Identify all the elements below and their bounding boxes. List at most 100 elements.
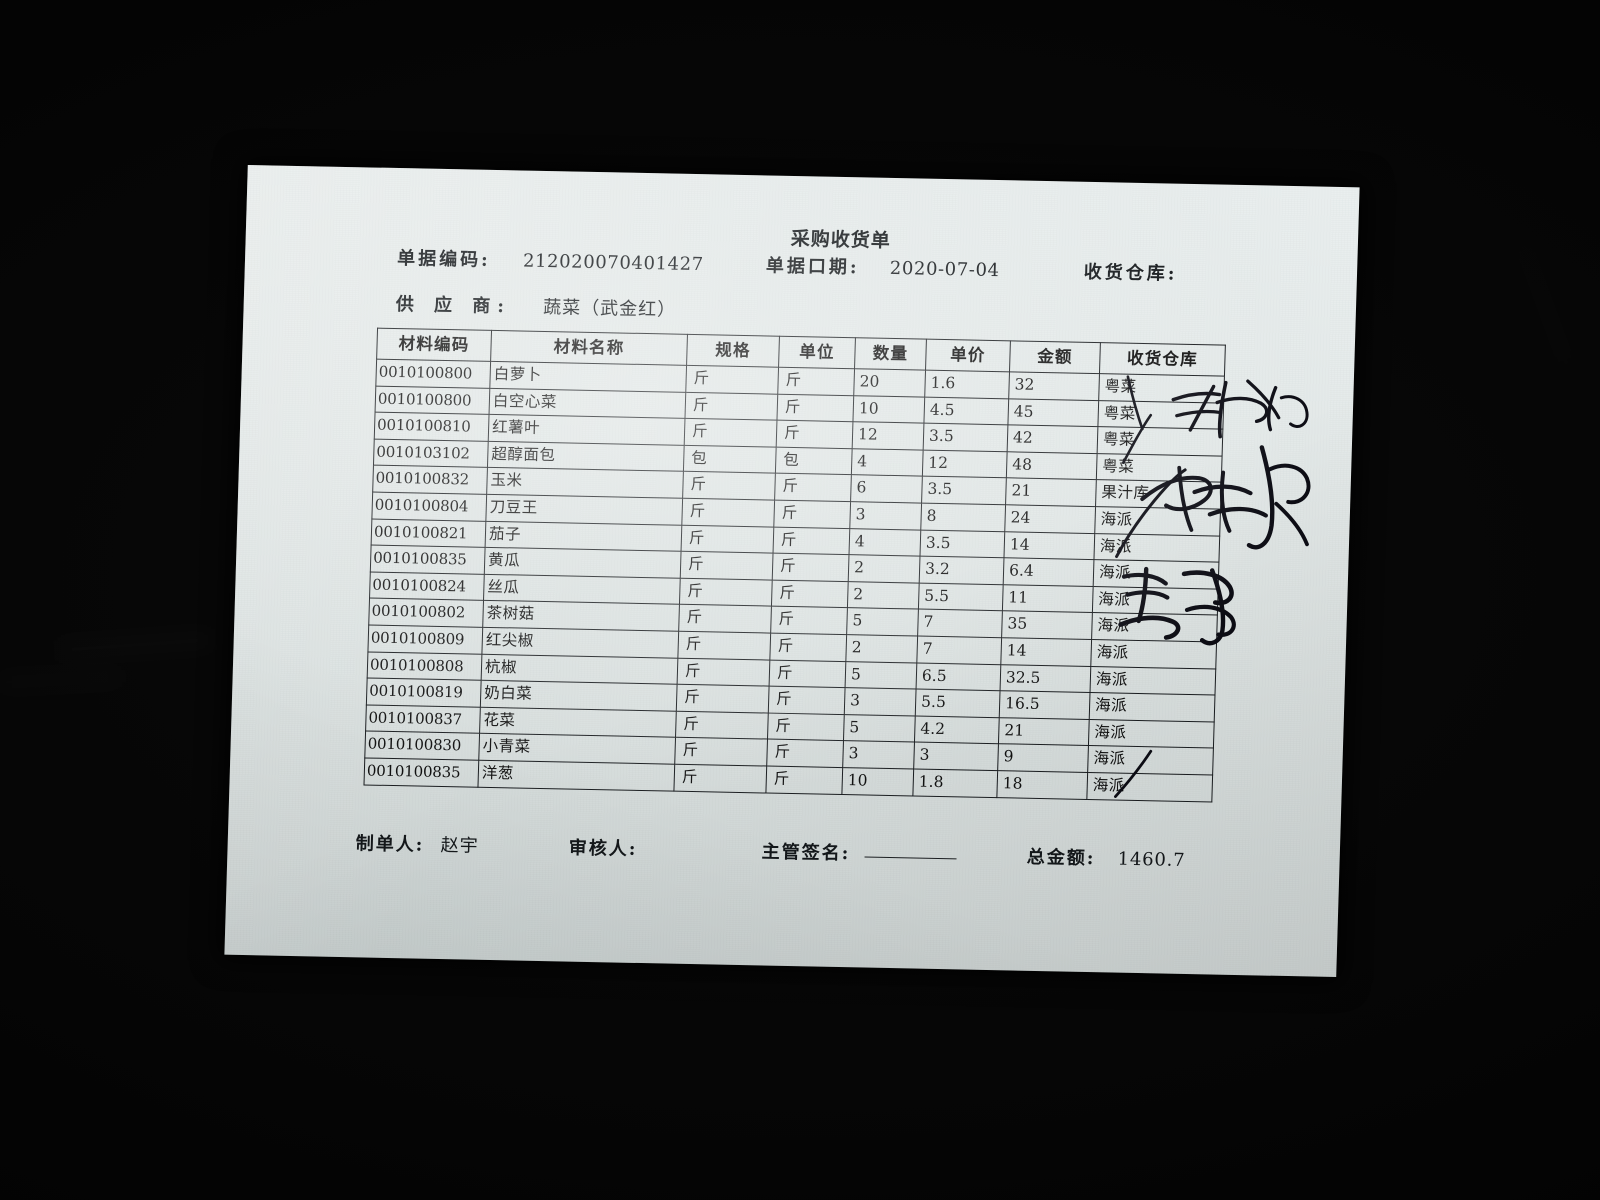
col-header-warehouse: 收货仓库 xyxy=(1099,342,1226,377)
cell-warehouse: 海派 xyxy=(1094,506,1221,536)
maker-label: 制单人: xyxy=(355,833,425,856)
cell-quantity: 5 xyxy=(845,661,917,690)
cell-unit: 斤 xyxy=(768,686,846,715)
cell-unit: 斤 xyxy=(771,579,849,608)
cell-unit-price: 12 xyxy=(922,449,1008,479)
cell-material-code: 0010100824 xyxy=(369,571,485,601)
cell-unit: 包 xyxy=(775,446,853,476)
cell-unit: 斤 xyxy=(767,712,845,741)
cell-spec: 斤 xyxy=(675,710,769,740)
cell-quantity: 6 xyxy=(850,475,923,504)
cell-spec: 包 xyxy=(683,445,777,474)
cell-quantity: 2 xyxy=(845,634,918,663)
cell-material-name: 黄瓜 xyxy=(484,547,682,579)
cell-unit: 斤 xyxy=(769,633,847,662)
cell-material-name: 白空心菜 xyxy=(489,387,686,419)
cell-amount: 16.5 xyxy=(999,690,1091,720)
cell-warehouse: 海派 xyxy=(1093,533,1220,563)
supplier-value: 蔬菜（武金红） xyxy=(542,296,677,321)
cell-material-code: 0010103102 xyxy=(373,438,489,468)
cell-unit: 斤 xyxy=(776,393,854,422)
col-header-unit-price: 单价 xyxy=(925,339,1011,372)
cell-quantity: 10 xyxy=(852,395,925,424)
cell-warehouse: 海派 xyxy=(1088,719,1215,749)
cell-quantity: 10 xyxy=(841,767,914,796)
cell-spec: 斤 xyxy=(673,764,767,793)
cell-quantity: 12 xyxy=(852,421,924,450)
cell-material-name: 洋葱 xyxy=(477,760,675,791)
cell-quantity: 3 xyxy=(849,501,922,530)
cell-unit: 斤 xyxy=(773,526,850,555)
cell-amount: 35 xyxy=(1001,611,1093,640)
cell-quantity: 5 xyxy=(846,607,919,636)
cell-warehouse: 果汁库 xyxy=(1095,479,1222,510)
cell-unit-price: 7 xyxy=(916,635,1002,665)
cell-material-code: 0010100804 xyxy=(371,492,487,521)
cell-amount: 9 xyxy=(997,743,1089,773)
receiving-warehouse-label: 收货仓库: xyxy=(1083,261,1178,285)
cell-material-code: 0010100835 xyxy=(370,545,486,575)
cell-warehouse: 粤菜 xyxy=(1096,453,1223,483)
cell-amount: 42 xyxy=(1007,424,1098,454)
cell-spec: 斤 xyxy=(674,737,768,766)
cell-material-name: 玉米 xyxy=(486,467,684,499)
maker-value: 赵宇 xyxy=(440,835,479,857)
cell-unit: 斤 xyxy=(774,473,852,502)
cell-spec: 斤 xyxy=(677,657,770,687)
col-header-material-code: 材料编码 xyxy=(376,328,492,362)
cell-unit-price: 7 xyxy=(917,609,1003,638)
cell-warehouse: 海派 xyxy=(1086,772,1213,802)
cell-amount: 45 xyxy=(1007,398,1099,427)
cell-material-name: 丝瓜 xyxy=(483,574,681,605)
cell-unit-price: 1.8 xyxy=(912,768,998,798)
col-header-unit: 单位 xyxy=(778,336,856,369)
cell-unit-price: 5.5 xyxy=(918,582,1004,612)
cell-warehouse: 海派 xyxy=(1093,559,1219,589)
cell-warehouse: 粤菜 xyxy=(1097,426,1223,456)
cell-unit-price: 3.5 xyxy=(919,529,1005,558)
cell-warehouse: 海派 xyxy=(1089,692,1215,722)
cell-material-name: 红薯叶 xyxy=(488,414,685,446)
document-code-label: 单据编码: xyxy=(396,248,492,271)
cell-material-code: 0010100835 xyxy=(363,757,479,787)
document-date-label: 单据口期: xyxy=(765,255,860,279)
cell-warehouse: 海派 xyxy=(1092,586,1219,616)
supplier-label: 供 应 商: xyxy=(395,293,512,318)
cell-material-name: 刀豆王 xyxy=(485,494,683,525)
cell-material-name: 花菜 xyxy=(479,706,677,738)
cell-quantity: 4 xyxy=(851,448,924,477)
cell-unit-price: 3.5 xyxy=(921,476,1007,505)
cell-quantity: 4 xyxy=(849,528,921,557)
cell-material-code: 0010100810 xyxy=(374,412,490,442)
checker-label: 审核人: xyxy=(568,837,638,860)
cell-material-code: 0010100832 xyxy=(372,465,488,495)
cell-material-name: 奶白菜 xyxy=(480,680,678,711)
cell-material-name: 红尖椒 xyxy=(481,627,679,658)
col-header-material-name: 材料名称 xyxy=(490,330,688,366)
header-line-supplier: 供 应 商: 蔬菜（武金红） xyxy=(395,290,676,322)
cell-warehouse: 粤菜 xyxy=(1097,400,1224,430)
cell-material-code: 0010100800 xyxy=(375,385,490,415)
cell-amount: 32.5 xyxy=(1000,664,1091,693)
cell-spec: 斤 xyxy=(680,551,774,580)
cell-warehouse: 海派 xyxy=(1091,612,1218,642)
cell-unit-price: 5.5 xyxy=(915,689,1001,718)
cell-unit-price: 3.5 xyxy=(923,423,1008,452)
cell-quantity: 2 xyxy=(848,554,920,583)
cell-material-code: 0010100809 xyxy=(367,624,483,654)
cell-spec: 斤 xyxy=(681,498,775,527)
cell-material-code: 0010100837 xyxy=(365,704,481,734)
cell-unit-price: 1.6 xyxy=(924,370,1010,399)
cell-unit: 斤 xyxy=(769,659,846,688)
cell-material-name: 小青菜 xyxy=(478,733,676,765)
cell-unit-price: 4.5 xyxy=(923,396,1009,425)
cell-amount: 14 xyxy=(1003,531,1095,560)
cell-material-code: 0010100808 xyxy=(367,651,482,681)
cell-spec: 斤 xyxy=(678,604,772,634)
cell-unit-price: 3.2 xyxy=(919,556,1004,585)
cell-amount: 6.4 xyxy=(1003,557,1094,587)
cell-material-name: 茶树菇 xyxy=(482,600,680,632)
background-smudge xyxy=(0,673,120,686)
cell-material-code: 0010100802 xyxy=(368,598,484,628)
cell-quantity: 3 xyxy=(842,740,915,769)
